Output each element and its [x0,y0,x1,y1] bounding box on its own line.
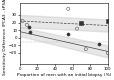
Point [27,26,29,28]
Point [21,20,23,22]
Point [106,52,108,54]
Point [67,8,69,9]
X-axis label: Proportion of men with an initial biopsy (%): Proportion of men with an initial biopsy… [17,73,110,77]
Point [97,43,99,44]
Y-axis label: Sensitivity Difference (PCA3 - tPSA%): Sensitivity Difference (PCA3 - tPSA%) [3,0,7,75]
Point [106,20,108,22]
Point [84,48,86,50]
Point [75,28,77,29]
Point [67,33,69,35]
Point [29,31,31,32]
Point [26,24,28,25]
Point [80,22,82,23]
